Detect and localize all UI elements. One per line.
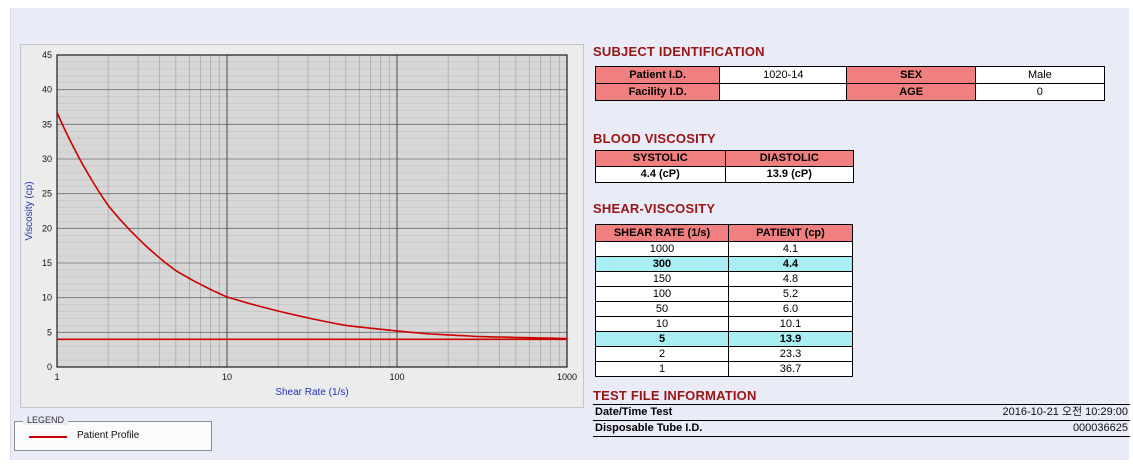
- shear-rate-cell: 300: [595, 256, 729, 272]
- shear-rate-cell: 150: [595, 271, 729, 287]
- age-label: AGE: [846, 83, 976, 101]
- table-row: Disposable Tube I.D. 000036625: [593, 420, 1130, 437]
- date-time-test-value: 2016-10-21 오전 10:29:00: [841, 404, 1130, 421]
- table-row: 1000 4.1: [595, 241, 853, 257]
- svg-text:45: 45: [42, 50, 52, 60]
- subject-identification-table: Patient I.D. 1020-14 SEX Male Facility I…: [594, 66, 1106, 101]
- svg-text:40: 40: [42, 85, 52, 95]
- table-row: Date/Time Test 2016-10-21 오전 10:29:00: [593, 404, 1130, 421]
- svg-text:1000: 1000: [557, 372, 577, 382]
- svg-text:Viscosity (cp): Viscosity (cp): [24, 181, 35, 240]
- table-row: 10 10.1: [595, 316, 853, 332]
- disposable-tube-id-value: 000036625: [841, 420, 1130, 437]
- svg-text:1: 1: [54, 372, 59, 382]
- test-file-information-heading: TEST FILE INFORMATION: [593, 388, 757, 403]
- patient-cp-cell: 36.7: [728, 361, 853, 377]
- legend-line-sample: [29, 436, 67, 438]
- patient-cp-cell: 13.9: [728, 331, 853, 347]
- shear-rate-cell: 5: [595, 331, 729, 347]
- diastolic-value: 13.9 (cP): [724, 166, 854, 183]
- patient-cp-cell: 4.8: [728, 271, 853, 287]
- test-file-information-table: Date/Time Test 2016-10-21 오전 10:29:00 Di…: [593, 404, 1130, 437]
- table-row: 100 5.2: [595, 286, 853, 302]
- shear-viscosity-heading: SHEAR-VISCOSITY: [593, 201, 716, 216]
- table-header-row: SHEAR RATE (1/s) PATIENT (cp): [595, 224, 853, 242]
- date-time-test-label: Date/Time Test: [593, 404, 842, 421]
- shear-rate-cell: 10: [595, 316, 729, 332]
- patient-cp-cell: 4.4: [728, 256, 853, 272]
- shear-rate-cell: 100: [595, 286, 729, 302]
- shear-rate-header: SHEAR RATE (1/s): [595, 224, 729, 242]
- table-row: 2 23.3: [595, 346, 853, 362]
- shear-viscosity-table: SHEAR RATE (1/s) PATIENT (cp) 1000 4.1 3…: [595, 224, 853, 377]
- disposable-tube-id-label: Disposable Tube I.D.: [593, 420, 842, 437]
- table-row: 150 4.8: [595, 271, 853, 287]
- svg-text:5: 5: [47, 327, 52, 337]
- svg-text:100: 100: [389, 372, 404, 382]
- patient-cp-cell: 5.2: [728, 286, 853, 302]
- shear-rate-cell: 2: [595, 346, 729, 362]
- table-row: Facility I.D. AGE 0: [594, 83, 1106, 101]
- patient-cp-header: PATIENT (cp): [728, 224, 853, 242]
- chart-widget: 0 5 10 15 20 25 30 35 40 45 1 10 100 1000 Shear Rate (…: [20, 44, 584, 408]
- shear-rate-cell: 50: [595, 301, 729, 317]
- legend-title: LEGEND: [23, 415, 69, 425]
- patient-id-value: 1020-14: [719, 66, 848, 84]
- table-row: 50 6.0: [595, 301, 853, 317]
- svg-text:30: 30: [42, 154, 52, 164]
- svg-text:Shear Rate (1/s): Shear Rate (1/s): [275, 387, 348, 398]
- sex-label: SEX: [846, 66, 976, 84]
- patient-cp-cell: 10.1: [728, 316, 853, 332]
- patient-cp-cell: 23.3: [728, 346, 853, 362]
- legend-box: LEGEND Patient Profile: [14, 415, 212, 451]
- svg-text:10: 10: [222, 372, 232, 382]
- table-row: 5 13.9: [595, 331, 853, 347]
- patient-cp-cell: 6.0: [728, 301, 853, 317]
- patient-id-label: Patient I.D.: [594, 66, 721, 84]
- systolic-value: 4.4 (cP): [595, 166, 726, 183]
- facility-id-label: Facility I.D.: [594, 83, 721, 101]
- viscosity-chart: 0 5 10 15 20 25 30 35 40 45 1 10 100 1000 Shear Rate (…: [21, 45, 583, 407]
- patient-cp-cell: 4.1: [728, 241, 853, 257]
- table-row: 4.4 (cP) 13.9 (cP): [595, 166, 854, 183]
- svg-text:15: 15: [42, 258, 52, 268]
- table-row: SYSTOLIC DIASTOLIC: [595, 150, 854, 167]
- legend-series-label: Patient Profile: [77, 430, 140, 441]
- svg-text:35: 35: [42, 119, 52, 129]
- systolic-header: SYSTOLIC: [595, 150, 726, 167]
- age-value: 0: [974, 83, 1106, 101]
- shear-rate-cell: 1: [595, 361, 729, 377]
- facility-id-value: [719, 83, 848, 101]
- blood-viscosity-heading: BLOOD VISCOSITY: [593, 131, 716, 146]
- subject-identification-heading: SUBJECT IDENTIFICATION: [593, 44, 765, 59]
- table-row: 300 4.4: [595, 256, 853, 272]
- svg-text:10: 10: [42, 293, 52, 303]
- svg-text:20: 20: [42, 223, 52, 233]
- diastolic-header: DIASTOLIC: [724, 150, 854, 167]
- shear-rate-cell: 1000: [595, 241, 729, 257]
- sex-value: Male: [974, 66, 1106, 84]
- table-row: Patient I.D. 1020-14 SEX Male: [594, 66, 1106, 84]
- svg-text:0: 0: [47, 362, 52, 372]
- table-row: 1 36.7: [595, 361, 853, 377]
- svg-text:25: 25: [42, 189, 52, 199]
- blood-viscosity-table: SYSTOLIC DIASTOLIC 4.4 (cP) 13.9 (cP): [595, 150, 854, 183]
